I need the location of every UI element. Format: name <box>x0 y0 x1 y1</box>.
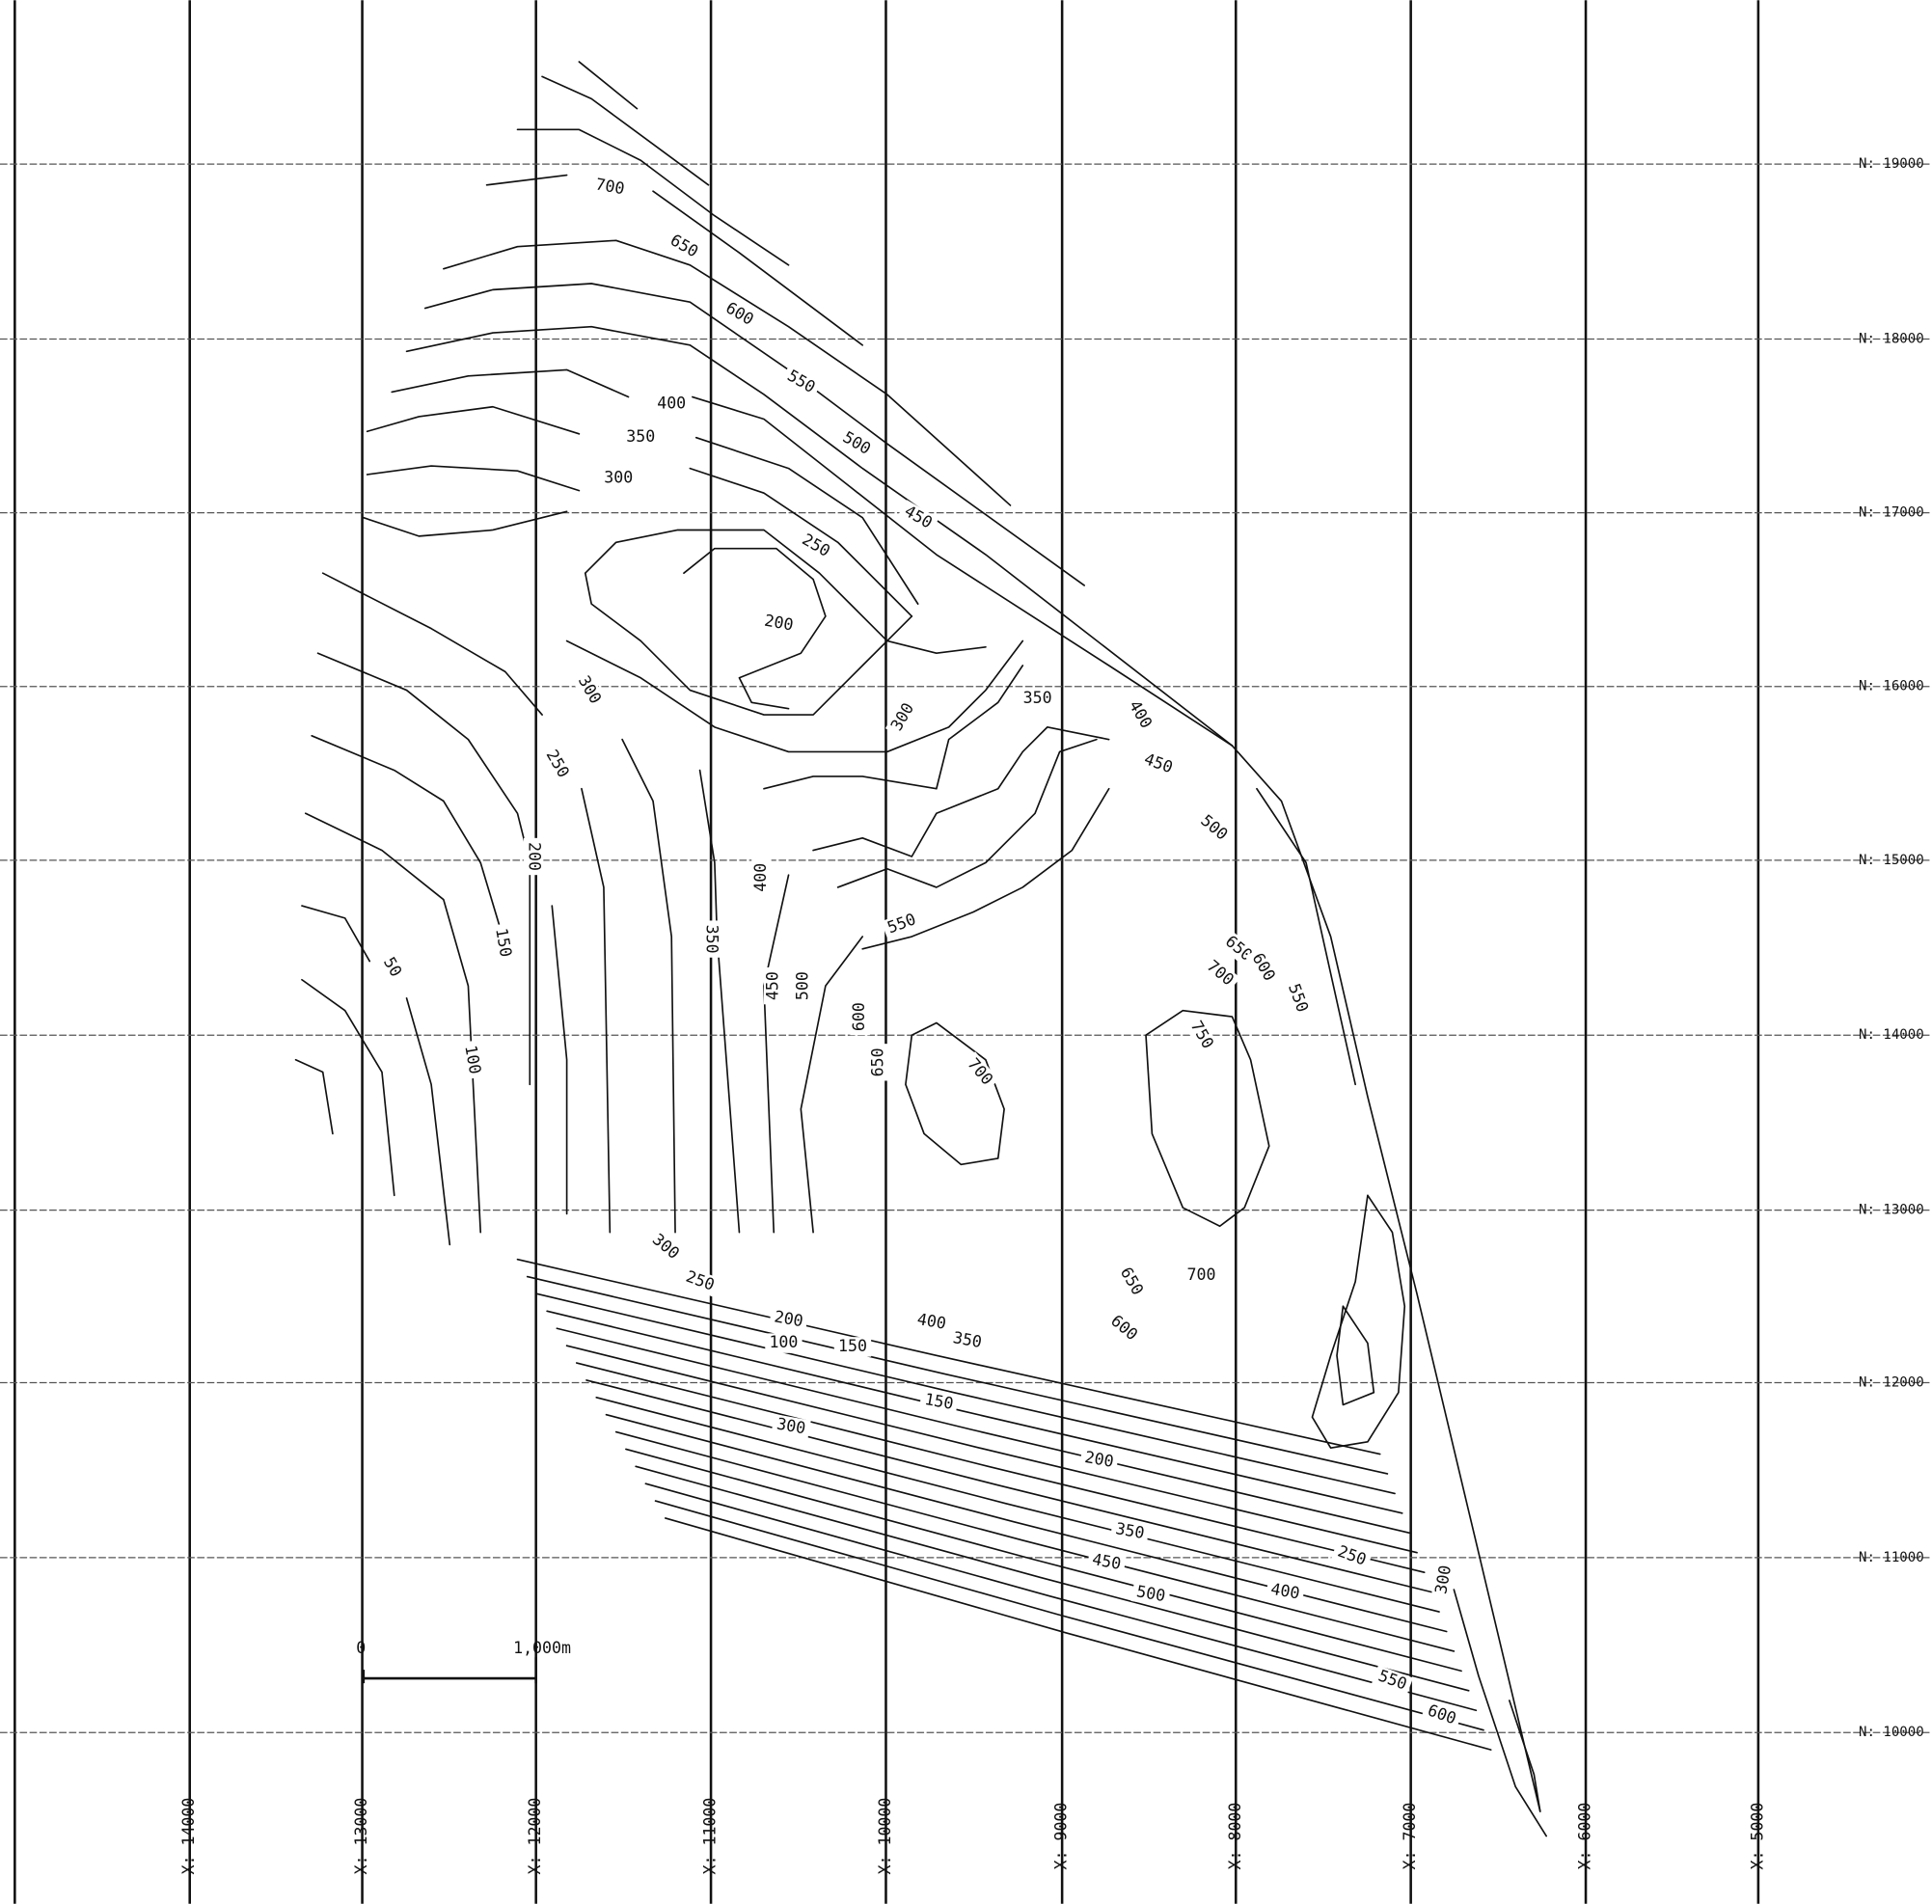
northing-label: N: 10000 <box>1859 1725 1924 1740</box>
northing-label: N: 11000 <box>1859 1550 1924 1565</box>
contour-label: 100 <box>769 1333 798 1351</box>
contour-label: 650 <box>868 1047 886 1076</box>
contour-label: 500 <box>793 971 811 1000</box>
easting-label: X: 10000 <box>876 1798 894 1875</box>
contour-label: 450 <box>764 971 782 1000</box>
northing-label: N: 14000 <box>1859 1027 1924 1043</box>
easting-label: X: 6000 <box>1576 1803 1594 1870</box>
contour-label: 200 <box>526 842 544 871</box>
contour-label: 400 <box>751 863 770 892</box>
easting-label: X: 14000 <box>179 1798 198 1875</box>
page: X: 14000 X: 13000 X: 12000 X: 11000 X: 10000… <box>0 0 1932 1904</box>
northing-label: N: 13000 <box>1859 1203 1924 1218</box>
contour-label: 400 <box>657 394 686 413</box>
easting-label: X: 11000 <box>701 1798 720 1875</box>
northing-label: N: 16000 <box>1859 679 1924 694</box>
northing-label: N: 12000 <box>1859 1374 1924 1390</box>
easting-label: X: 5000 <box>1748 1803 1766 1870</box>
easting-label: X: 13000 <box>352 1798 370 1875</box>
contour-label: 350 <box>703 925 721 954</box>
contour-label: 600 <box>850 1002 868 1031</box>
scale-start: 0 <box>356 1639 366 1657</box>
contour-map: X: 14000 X: 13000 X: 12000 X: 11000 X: 10000… <box>0 0 1932 1904</box>
easting-label: X: 7000 <box>1401 1803 1419 1870</box>
northing-label: N: 17000 <box>1859 505 1924 521</box>
contour-label: 700 <box>1186 1265 1215 1284</box>
northing-label: N: 18000 <box>1859 331 1924 346</box>
scale-end: 1,000m <box>513 1639 571 1657</box>
contour-label: 150 <box>838 1337 867 1355</box>
contour-label: 350 <box>626 427 655 446</box>
easting-label: X: 9000 <box>1052 1803 1071 1870</box>
easting-label: X: 12000 <box>526 1798 544 1875</box>
background <box>0 0 1932 1904</box>
northing-label: N: 19000 <box>1859 156 1924 172</box>
contour-label: 350 <box>1023 689 1052 707</box>
easting-label: X: 8000 <box>1226 1803 1244 1870</box>
contour-label: 300 <box>604 468 633 486</box>
northing-label: N: 15000 <box>1859 853 1924 868</box>
